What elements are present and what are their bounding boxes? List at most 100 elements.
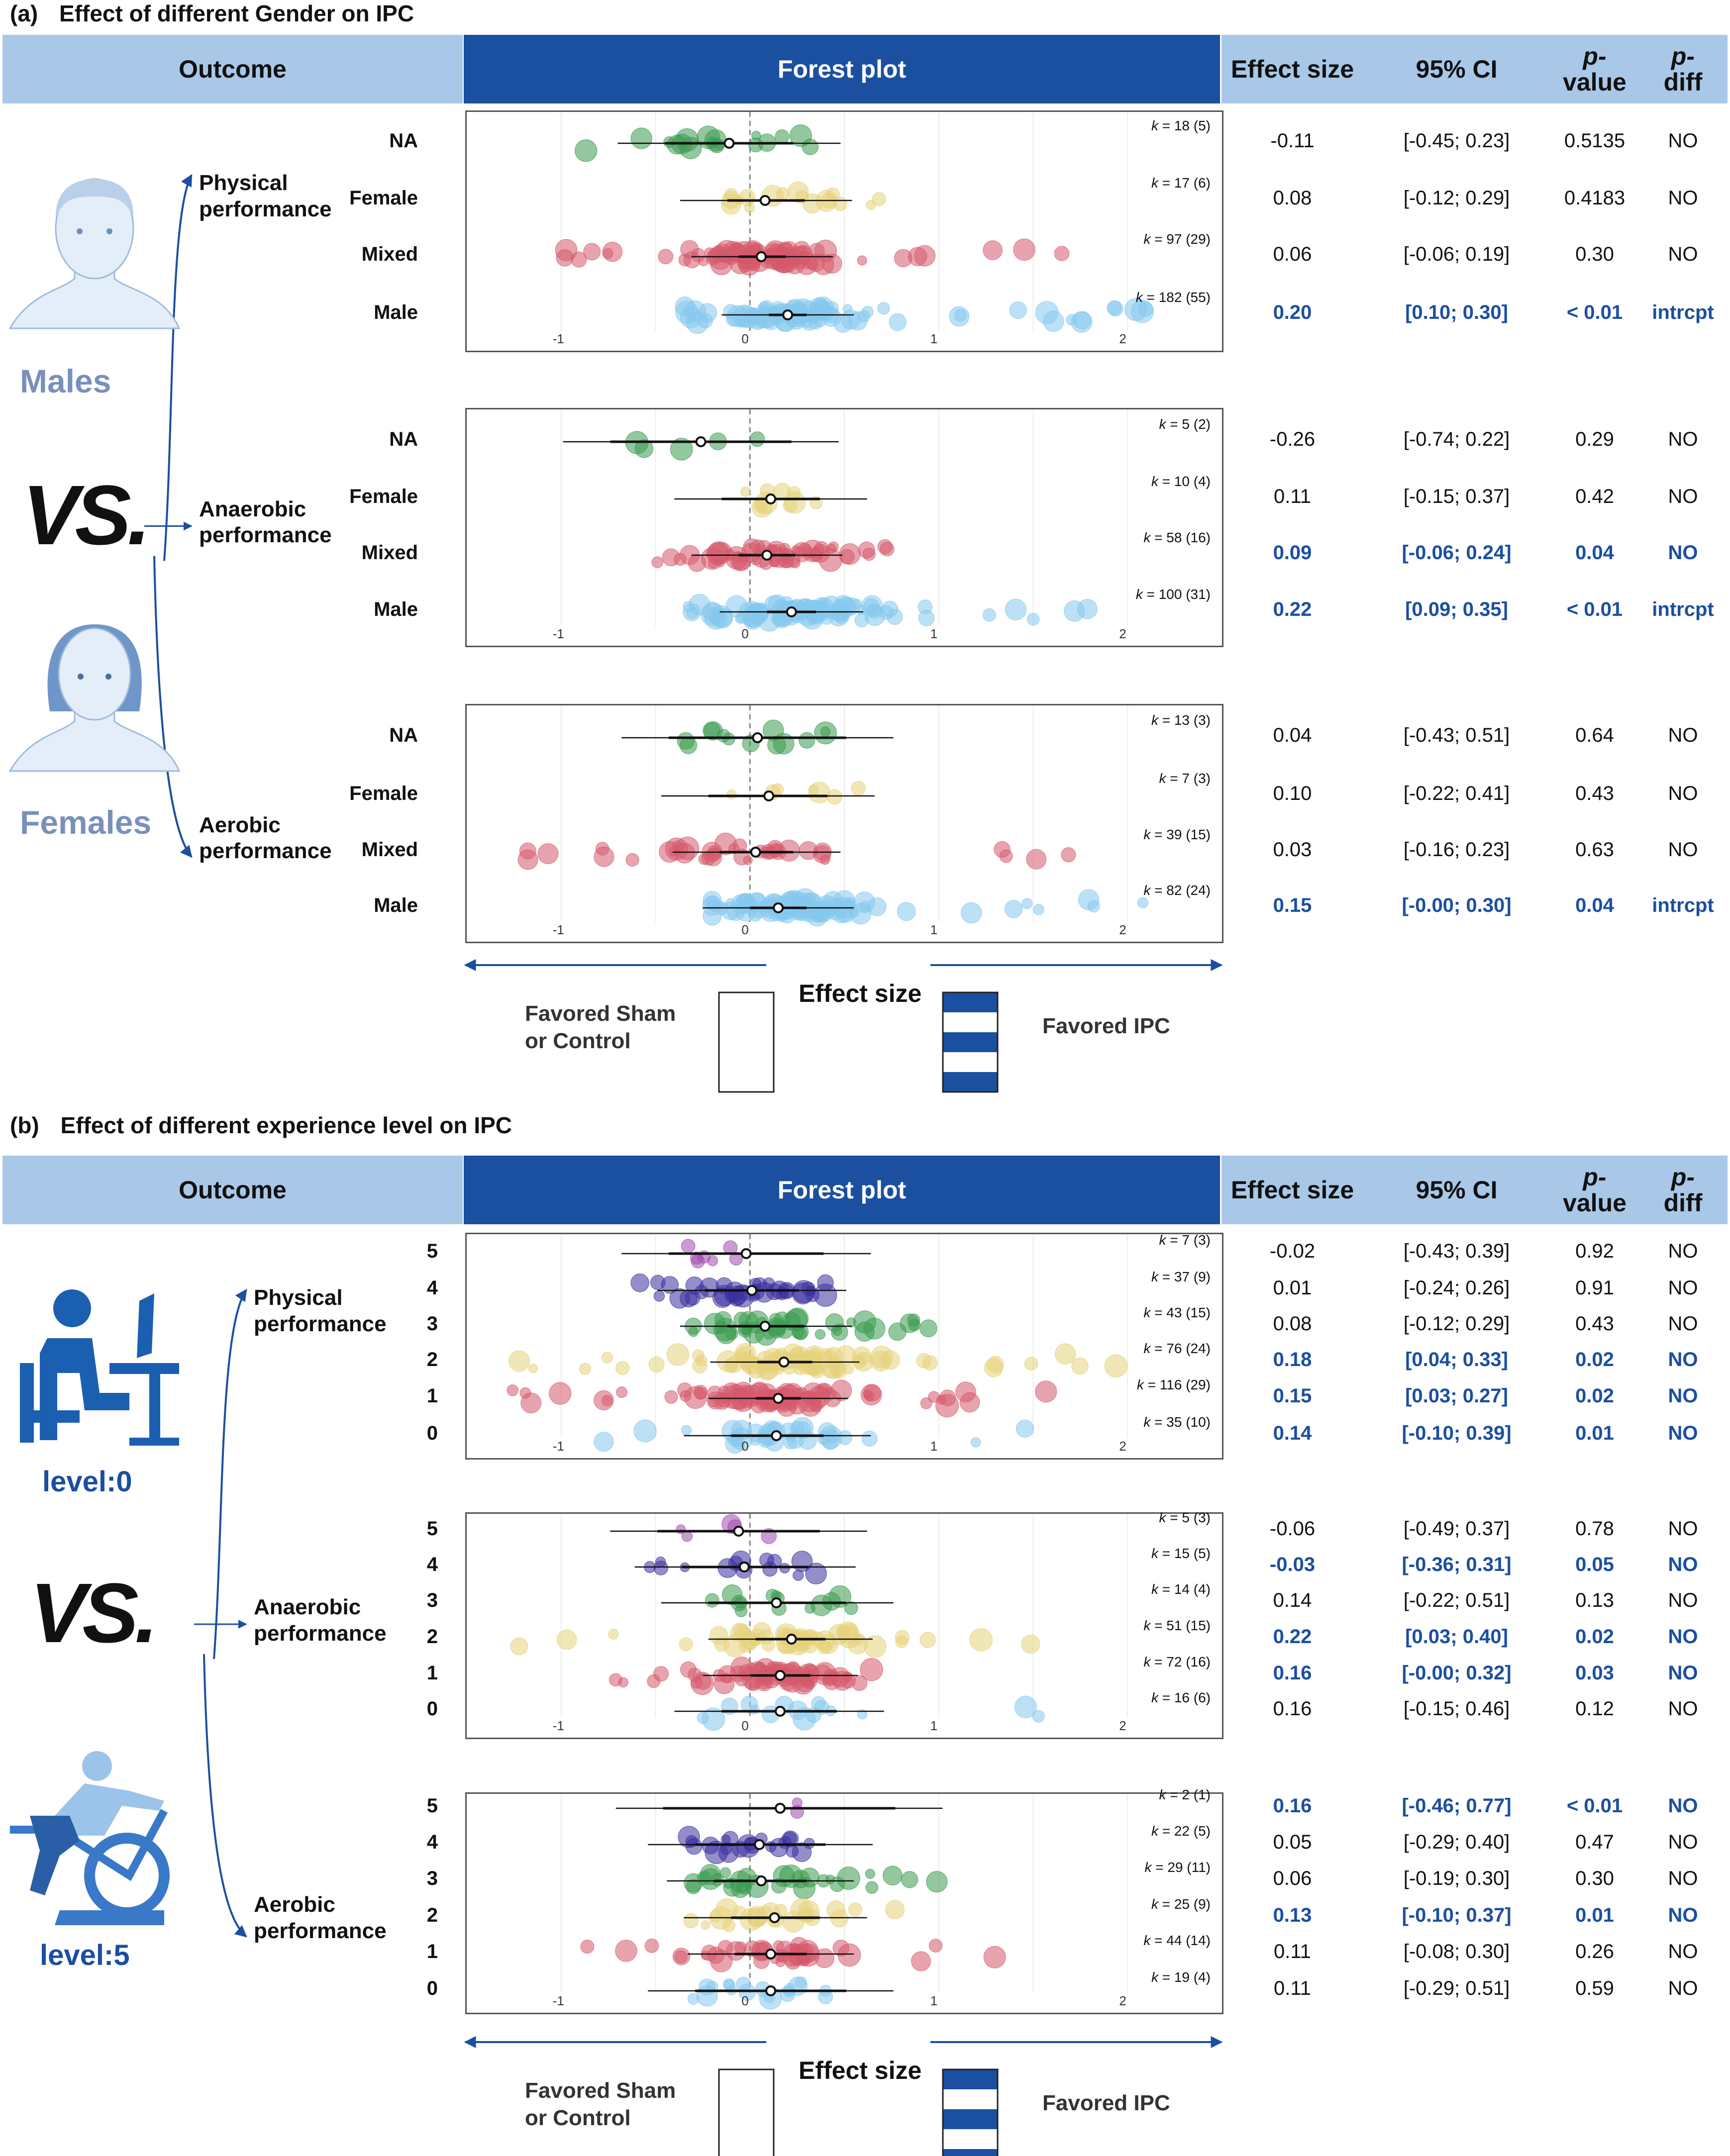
- study-point: [691, 1671, 714, 1695]
- study-point: [1078, 889, 1100, 910]
- p-value: 0.02: [1575, 1349, 1614, 1371]
- study-point: [829, 1876, 845, 1892]
- p-value: 0.30: [1575, 1867, 1614, 1889]
- ci-value: [-0.22; 0.51]: [1403, 1589, 1510, 1611]
- study-point: [651, 556, 663, 568]
- k-value: = 76 (24): [1154, 1341, 1211, 1356]
- effect-size-value: 0.06: [1273, 243, 1312, 265]
- k-symbol: k: [1159, 1232, 1170, 1248]
- p-diff-value: NO: [1668, 1941, 1698, 1962]
- x-tick-label: -1: [552, 331, 564, 346]
- p-value: 0.63: [1575, 839, 1614, 861]
- x-tick-label: 1: [930, 331, 938, 346]
- outcome-label: Physical performance: [199, 170, 363, 223]
- p-diff-value: NO: [1668, 783, 1698, 804]
- k-symbol: k: [1159, 771, 1170, 786]
- forest-plot-svg: [560, 409, 1128, 632]
- study-point: [1026, 849, 1047, 870]
- k-label: k = 37 (9): [1101, 1269, 1211, 1285]
- effect-size-value: 0.11: [1274, 1941, 1311, 1962]
- outcome-line2: performance: [199, 839, 332, 864]
- study-point: [720, 1867, 731, 1878]
- x-tick-label: 2: [1119, 922, 1126, 937]
- effect-size-value: 0.11: [1274, 486, 1311, 507]
- header-forest-bar: Forest plot: [464, 1156, 1220, 1224]
- study-point: [799, 732, 815, 749]
- p-diff-value: intrcpt: [1652, 598, 1714, 620]
- k-symbol: k: [1151, 1269, 1162, 1284]
- k-symbol: k: [1159, 416, 1170, 432]
- header-effect-size: Effect size: [1230, 1176, 1354, 1204]
- ci-value: [-0.49; 0.37]: [1403, 1518, 1510, 1540]
- p-diff-value: NO: [1668, 1240, 1698, 1262]
- study-point: [776, 187, 790, 201]
- x-tick-label: -1: [552, 1439, 564, 1454]
- ci-value: [-0.10; 0.39]: [1402, 1422, 1512, 1444]
- effect-size-value: 0.16: [1273, 1698, 1312, 1720]
- p-value: < 0.01: [1566, 301, 1623, 323]
- effect-size-value: 0.16: [1273, 1795, 1312, 1817]
- p-diff-value: NO: [1668, 1795, 1698, 1817]
- k-symbol: k: [1159, 1787, 1170, 1802]
- arrow-to-physical: [213, 1289, 247, 1660]
- k-symbol: k: [1151, 474, 1162, 489]
- study-point: [528, 1364, 538, 1373]
- study-point: [537, 843, 559, 865]
- study-point: [791, 1551, 813, 1572]
- row-label: 3: [426, 1589, 438, 1611]
- k-symbol: k: [1151, 175, 1162, 191]
- study-point: [722, 1831, 738, 1847]
- study-point: [808, 784, 818, 795]
- forest-plot-svg: [507, 1234, 1128, 1454]
- pooled-estimate-point: [759, 195, 771, 206]
- study-point: [644, 1939, 659, 1953]
- study-point: [670, 438, 693, 461]
- k-symbol: k: [1143, 1414, 1155, 1430]
- k-label: k = 18 (5): [1101, 118, 1211, 134]
- p-diff-value: NO: [1668, 486, 1698, 507]
- panel-title: (b) Effect of different experience level…: [10, 1112, 512, 1139]
- row-label: 1: [426, 1941, 438, 1962]
- study-point: [701, 1920, 711, 1930]
- x-tick-label: 0: [741, 331, 749, 346]
- panel-letter: (b): [10, 1112, 39, 1138]
- k-label: k = 15 (5): [1101, 1546, 1211, 1562]
- ci-value: [-0.29; 0.40]: [1403, 1831, 1510, 1853]
- study-point: [908, 1319, 920, 1331]
- outcome-line1: Anaerobic: [254, 1595, 361, 1619]
- outcome-line1: Anaerobic: [199, 496, 306, 521]
- p-value: 0.30: [1575, 243, 1614, 265]
- study-point: [709, 1910, 722, 1923]
- study-point: [782, 1911, 805, 1933]
- ipc-legend-box: [942, 991, 999, 1093]
- side-label-level0: level:0: [42, 1466, 132, 1498]
- k-symbol: k: [1151, 1581, 1162, 1597]
- k-value: = 72 (16): [1154, 1654, 1211, 1669]
- study-point: [769, 556, 780, 568]
- pooled-estimate-point: [723, 138, 735, 149]
- pooled-estimate-point: [746, 1285, 758, 1296]
- study-point: [743, 855, 753, 865]
- p-diff-value: NO: [1668, 542, 1698, 564]
- header-p-value: p-value: [1550, 1156, 1639, 1224]
- p-diff-value: NO: [1668, 1662, 1698, 1684]
- k-label: k = 58 (16): [1101, 530, 1211, 546]
- k-value: = 16 (6): [1162, 1690, 1211, 1705]
- effect-size-value: 0.04: [1273, 724, 1312, 746]
- effect-size-value: -0.26: [1269, 428, 1316, 450]
- favored-control-line2: or Control: [525, 2106, 631, 2130]
- male-person-icon: [8, 178, 181, 329]
- study-point: [510, 1637, 528, 1656]
- study-point: [744, 1941, 761, 1957]
- study-point: [862, 548, 876, 561]
- k-label: k = 29 (11): [1101, 1860, 1211, 1875]
- study-point: [1021, 1634, 1040, 1654]
- study-point: [795, 1630, 809, 1644]
- p-value: < 0.01: [1566, 1795, 1623, 1817]
- k-label: k = 44 (14): [1101, 1933, 1211, 1949]
- p-value: 0.03: [1575, 1662, 1614, 1684]
- k-value: = 7 (3): [1170, 771, 1211, 786]
- effect-size-value: 0.05: [1273, 1831, 1312, 1853]
- k-value: = 29 (11): [1155, 1860, 1211, 1875]
- study-point: [697, 1712, 709, 1724]
